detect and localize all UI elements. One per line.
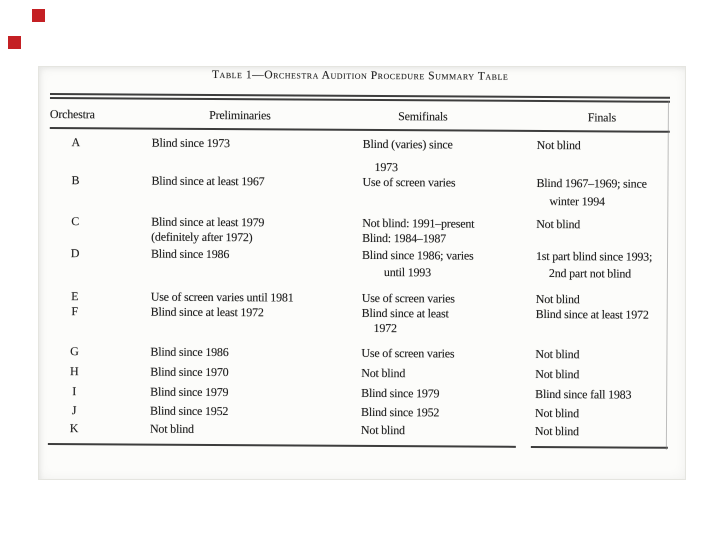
orchestra-letter-H: H xyxy=(70,364,79,379)
orchestra-letter-E: E xyxy=(71,289,79,304)
cell-semifinals-C-line2: Blind: 1984–1987 xyxy=(362,230,446,246)
cell-preliminaries-C-line1: Blind since at least 1979 xyxy=(151,214,265,230)
cell-semifinals-I-line1: Blind since 1979 xyxy=(361,385,440,401)
table-body: A Blind since 1973 Blind (varies) since 197… xyxy=(1,0,720,438)
column-header-preliminaries: Preliminaries xyxy=(209,107,271,123)
orchestra-letter-D: D xyxy=(70,246,80,261)
cell-semifinals-H-line1: Not blind xyxy=(361,365,406,381)
orchestra-letter-B: B xyxy=(71,173,80,188)
cell-semifinals-D-line1: Blind since 1986; varies xyxy=(361,247,474,263)
orchestra-letter-C: C xyxy=(71,214,80,229)
cell-semifinals-E-line1: Use of screen varies xyxy=(361,290,455,306)
column-header-semifinals: Semifinals xyxy=(398,109,448,124)
cell-finals-E-line1: Not blind xyxy=(535,291,580,307)
scan-artifact-vertical-line xyxy=(665,100,669,450)
cell-semifinals-B-line1: Use of screen varies xyxy=(362,174,456,190)
cell-preliminaries-H-line1: Blind since 1970 xyxy=(150,364,229,380)
cell-preliminaries-K-line1: Not blind xyxy=(149,421,194,436)
cell-preliminaries-A-line1: Blind since 1973 xyxy=(151,135,230,151)
cell-semifinals-D-line2: until 1993 xyxy=(383,265,431,280)
column-header-finals: Finals xyxy=(587,110,616,125)
cell-preliminaries-J-line1: Blind since 1952 xyxy=(150,403,229,419)
table-bottom-rule-right xyxy=(530,445,668,449)
cell-semifinals-G-line1: Use of screen varies xyxy=(361,345,455,361)
orchestra-letter-I: I xyxy=(72,384,77,399)
cell-preliminaries-E-line1: Use of screen varies until 1981 xyxy=(150,289,294,305)
cell-semifinals-K-line1: Not blind xyxy=(360,422,405,438)
cell-finals-J-line1: Not blind xyxy=(535,405,579,421)
cell-semifinals-J-line1: Blind since 1952 xyxy=(361,404,440,420)
cell-finals-H-line1: Not blind xyxy=(535,366,580,382)
orchestra-letter-G: G xyxy=(70,344,79,359)
orchestra-letter-F: F xyxy=(71,304,78,319)
table-bottom-rule-left xyxy=(47,442,516,448)
cell-preliminaries-F-line1: Blind since at least 1972 xyxy=(150,304,264,320)
cell-finals-F-line1: Blind since at least 1972 xyxy=(535,306,649,322)
cell-semifinals-C-line1: Not blind: 1991–present xyxy=(362,215,475,231)
slide-accent-square-1 xyxy=(32,9,45,22)
cell-finals-A-line1: Not blind xyxy=(536,137,581,153)
cell-finals-G-line1: Not blind xyxy=(535,346,580,362)
slide-accent-square-2 xyxy=(8,36,21,49)
cell-semifinals-A-line2: 1973 xyxy=(374,159,398,175)
cell-semifinals-F-line2: 1972 xyxy=(373,320,397,336)
column-header-orchestra: Orchestra xyxy=(49,106,95,122)
cell-semifinals-A-line1: Blind (varies) since xyxy=(362,136,453,152)
orchestra-letter-K: K xyxy=(69,421,79,436)
cell-preliminaries-I-line1: Blind since 1979 xyxy=(150,384,229,400)
cell-finals-C-line1: Not blind xyxy=(536,216,581,232)
cell-finals-K-line1: Not blind xyxy=(534,423,579,439)
orchestra-letter-J: J xyxy=(71,403,77,418)
cell-preliminaries-G-line1: Blind since 1986 xyxy=(150,344,229,360)
orchestra-letter-A: A xyxy=(71,135,80,150)
table-title: Table 1—Orchestra Audition Procedure Sum… xyxy=(211,67,509,83)
cell-semifinals-F-line1: Blind since at least xyxy=(361,305,449,321)
cell-finals-D-line1: 1st part blind since 1993; xyxy=(535,248,653,264)
cell-finals-B-line1: Blind 1967–1969; since xyxy=(536,175,647,191)
cell-preliminaries-D-line1: Blind since 1986 xyxy=(150,246,230,262)
table-top-rule-lower xyxy=(49,97,670,103)
cell-preliminaries-C-line2: (definitely after 1972) xyxy=(151,229,253,245)
header-underline-rule xyxy=(49,127,670,133)
cell-finals-B-line2: winter 1994 xyxy=(549,194,605,209)
cell-finals-I-line1: Blind since fall 1983 xyxy=(535,386,632,402)
scanned-document-region xyxy=(38,66,686,480)
cell-finals-D-line2: 2nd part not blind xyxy=(548,266,632,281)
cell-preliminaries-B-line1: Blind since at least 1967 xyxy=(151,173,265,189)
